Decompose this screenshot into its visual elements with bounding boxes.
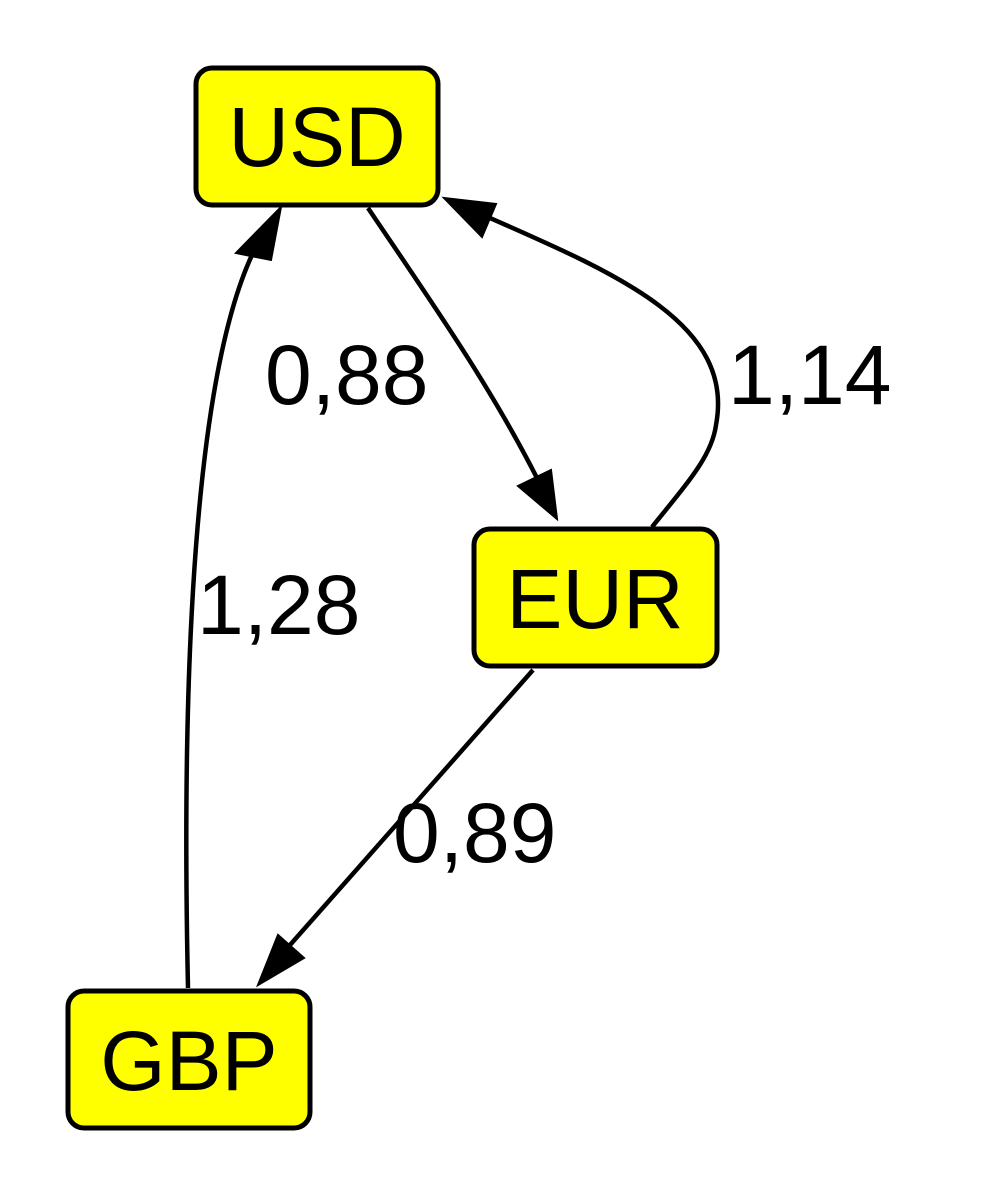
edge-usd-to-eur: 0,88 <box>265 206 559 522</box>
edge-gbp-to-usd-label: 1,28 <box>197 558 361 652</box>
node-eur-label: EUR <box>506 552 683 646</box>
edge-eur-to-usd-arrowhead <box>441 196 498 239</box>
edge-gbp-to-usd-line <box>184 254 255 989</box>
edge-eur-to-usd-label: 1,14 <box>728 328 892 422</box>
edge-usd-to-eur-label: 0,88 <box>265 328 429 422</box>
node-gbp: GBP <box>65 988 313 1131</box>
edge-usd-to-eur-line <box>366 206 541 482</box>
edge-eur-to-usd-line <box>489 215 721 529</box>
edge-gbp-to-usd-arrowhead <box>233 203 283 262</box>
node-eur-box <box>471 526 720 669</box>
node-gbp-label: GBP <box>100 1014 277 1108</box>
edge-usd-to-eur-arrowhead <box>516 468 559 522</box>
node-usd: USD <box>193 65 441 208</box>
node-usd-box <box>193 65 441 208</box>
node-gbp-box <box>65 988 313 1131</box>
edge-eur-to-gbp-arrowhead <box>255 933 306 988</box>
edge-eur-to-gbp-label: 0,89 <box>393 786 557 880</box>
edge-eur-to-gbp: 0,89 <box>255 668 557 988</box>
node-usd-label: USD <box>228 90 405 184</box>
edge-gbp-to-usd: 1,28 <box>184 203 361 989</box>
edge-eur-to-usd: 1,14 <box>441 196 892 529</box>
node-eur: EUR <box>471 526 720 669</box>
edge-eur-to-gbp-line <box>288 668 535 947</box>
